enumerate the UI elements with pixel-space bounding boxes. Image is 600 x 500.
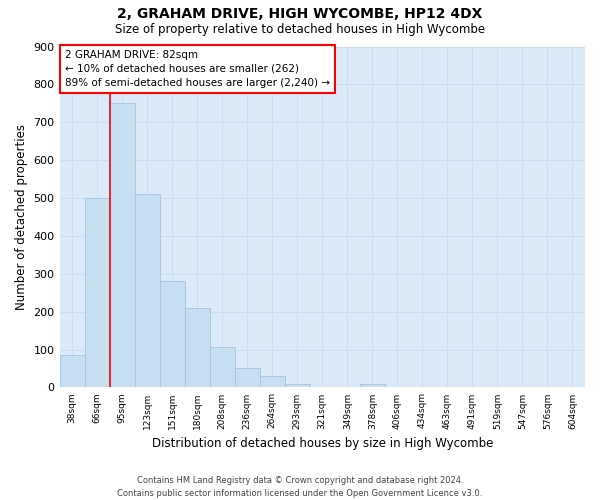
Y-axis label: Number of detached properties: Number of detached properties [15, 124, 28, 310]
Bar [160, 282, 185, 388]
Bar [360, 384, 385, 388]
Bar [260, 376, 285, 388]
Bar [209, 346, 235, 388]
Bar [185, 308, 209, 388]
Text: 2 GRAHAM DRIVE: 82sqm
← 10% of detached houses are smaller (262)
89% of semi-det: 2 GRAHAM DRIVE: 82sqm ← 10% of detached … [65, 50, 330, 88]
Bar [85, 198, 110, 388]
Text: Contains HM Land Registry data © Crown copyright and database right 2024.
Contai: Contains HM Land Registry data © Crown c… [118, 476, 482, 498]
Bar [59, 355, 85, 388]
Bar [285, 384, 310, 388]
Bar [110, 104, 134, 388]
Bar [134, 194, 160, 388]
Bar [235, 368, 260, 388]
Text: Size of property relative to detached houses in High Wycombe: Size of property relative to detached ho… [115, 22, 485, 36]
X-axis label: Distribution of detached houses by size in High Wycombe: Distribution of detached houses by size … [152, 437, 493, 450]
Text: 2, GRAHAM DRIVE, HIGH WYCOMBE, HP12 4DX: 2, GRAHAM DRIVE, HIGH WYCOMBE, HP12 4DX [118, 8, 482, 22]
